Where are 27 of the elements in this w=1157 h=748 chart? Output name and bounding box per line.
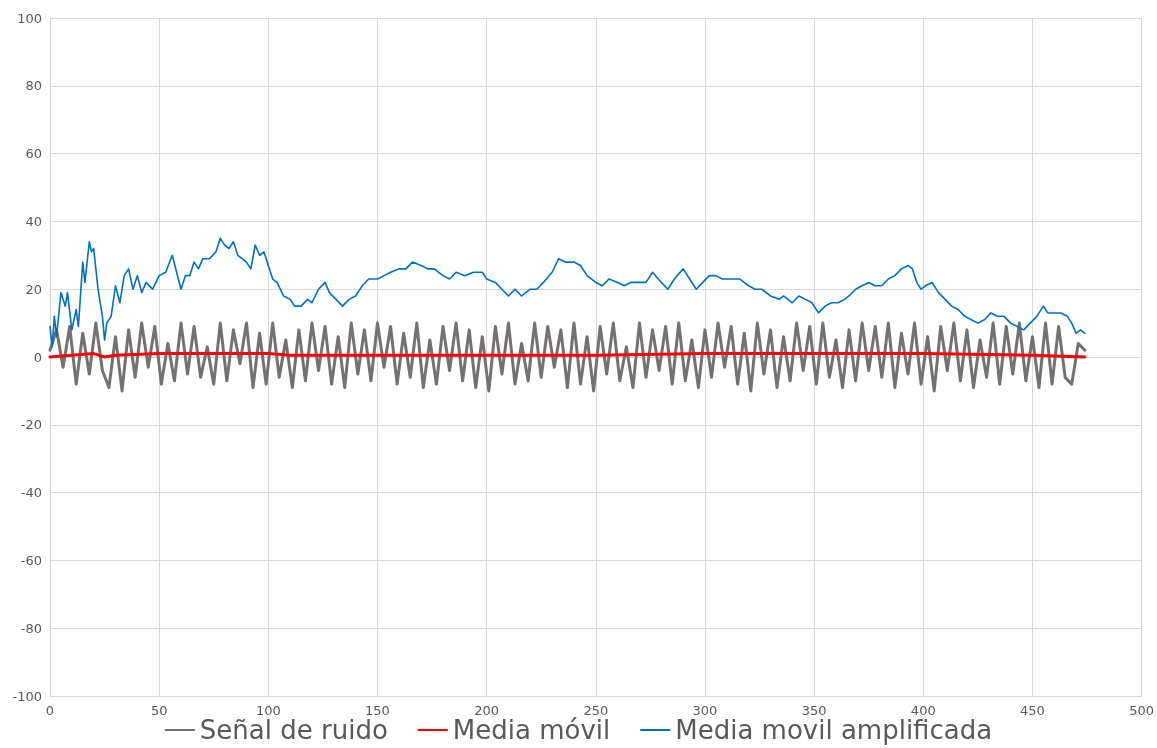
- y-tick-label: -100: [12, 688, 42, 704]
- line-series: [48, 321, 1087, 393]
- x-tick-label: 150: [365, 703, 390, 718]
- y-tick-label: -60: [20, 552, 42, 568]
- y-tick-label: 60: [25, 146, 42, 162]
- x-tick-label: 250: [583, 703, 609, 718]
- x-tick-label: 100: [255, 703, 281, 718]
- x-tick-label: 350: [801, 703, 827, 718]
- y-tick-label: 100: [17, 10, 42, 26]
- y-tick-label: -20: [20, 417, 42, 433]
- y-tick-label: -40: [20, 485, 42, 501]
- legend-label: Media móvil: [452, 715, 611, 745]
- x-tick-label: 450: [1020, 703, 1045, 718]
- x-tick-label: 300: [692, 703, 718, 718]
- x-tick-label: 200: [474, 703, 500, 718]
- y-tick-label: 0: [33, 349, 42, 365]
- legend-label: Media movil amplificada: [675, 715, 993, 745]
- y-tick-label: 80: [25, 78, 42, 94]
- x-tick-label: 500: [1129, 703, 1155, 718]
- y-tick-label: 40: [25, 213, 42, 229]
- line-series: [49, 237, 1086, 348]
- y-tick-label: -80: [20, 620, 42, 636]
- x-tick-label: 400: [910, 703, 936, 718]
- x-tick-label: 50: [150, 703, 168, 718]
- x-tick-label: 0: [45, 703, 55, 718]
- y-tick-label: 20: [25, 281, 42, 297]
- legend-label: Señal de ruido: [199, 715, 388, 745]
